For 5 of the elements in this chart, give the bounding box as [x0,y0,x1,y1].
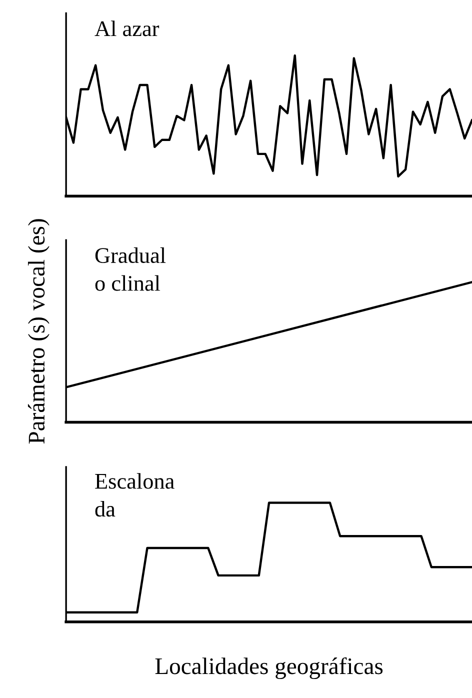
annotation: Escalona da [95,473,174,517]
y-axis-title: Parámetro (s) vocal (es) [28,219,50,444]
annotation: Gradual o clinal [95,247,166,291]
text: Al azar [94,20,160,36]
x-axis-title: Localidades geográficas [155,657,383,680]
